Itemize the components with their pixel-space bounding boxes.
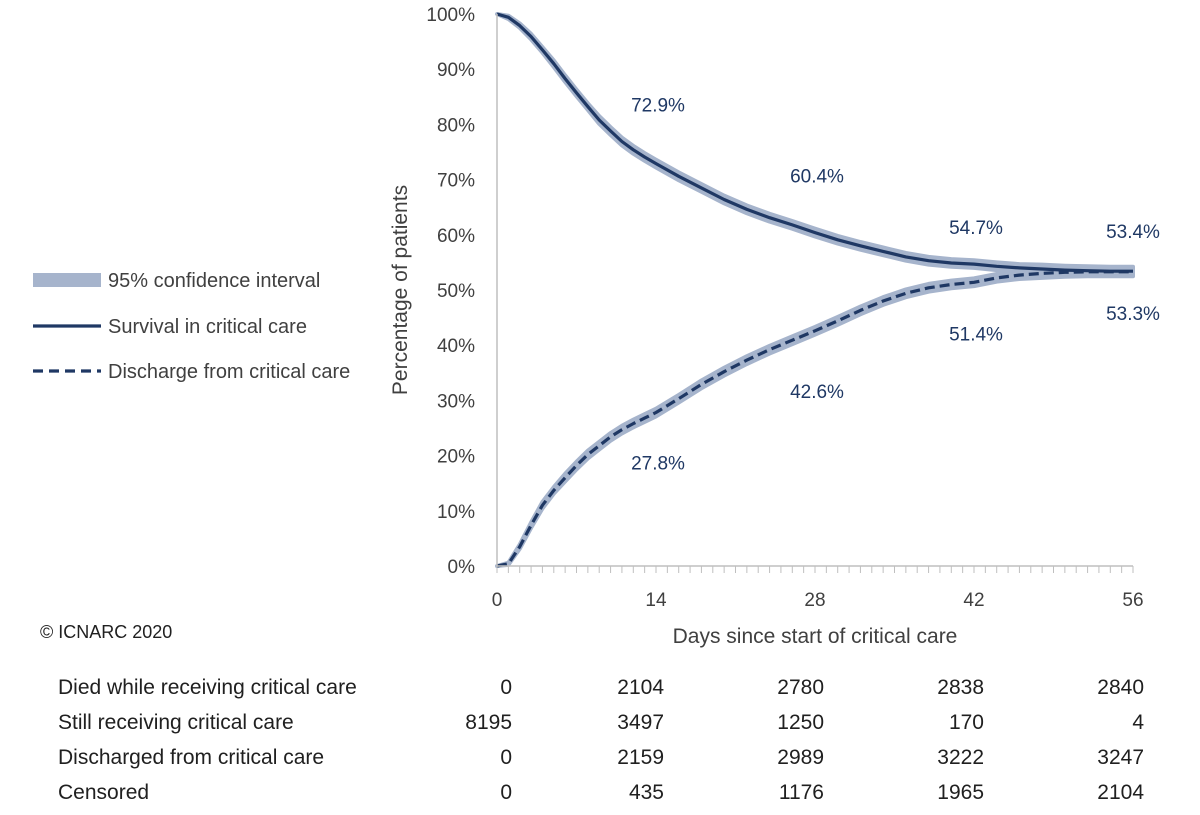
data-label: 72.9% xyxy=(631,96,685,117)
risk-cell: 2104 xyxy=(1097,780,1144,804)
data-label: 53.3% xyxy=(1106,304,1160,325)
data-label: 53.4% xyxy=(1106,222,1160,243)
x-tick-label: 56 xyxy=(1122,590,1143,611)
tick-labels: 0% 10% 20% 30% 40% 50% 60% 70% 80% 90% 100% 0 14 28 42… xyxy=(426,5,1143,611)
y-tick-label: 80% xyxy=(437,115,475,136)
legend-label: Discharge from critical care xyxy=(108,361,350,383)
risk-table-row: Died while receiving critical care 0 2104 2… xyxy=(58,670,1144,705)
risk-cell: 435 xyxy=(628,780,664,804)
y-tick-label: 50% xyxy=(437,281,475,302)
series-lines xyxy=(496,12,1133,568)
ci-band-1 xyxy=(495,265,1135,568)
confidence-bands xyxy=(495,12,1135,568)
risk-cell: 2840 xyxy=(1097,675,1144,699)
risk-cell: 3497 xyxy=(617,710,664,734)
y-tick-label: 10% xyxy=(437,502,475,523)
risk-table-row: Still receiving critical care 8195 3497 125… xyxy=(58,705,1144,740)
legend-swatch-band xyxy=(33,273,101,287)
risk-cell: 1250 xyxy=(777,710,824,734)
risk-cell: 2780 xyxy=(777,675,824,699)
risk-cell: 3247 xyxy=(1097,745,1144,769)
y-tick-label: 30% xyxy=(437,391,475,412)
x-tick-label: 42 xyxy=(963,590,984,611)
y-tick-label: 0% xyxy=(448,557,476,578)
y-tick-label: 40% xyxy=(437,336,475,357)
data-label: 42.6% xyxy=(790,382,844,403)
risk-cell: 1176 xyxy=(778,780,824,804)
risk-cell: 4 xyxy=(1132,710,1144,734)
risk-cell: 2989 xyxy=(777,745,824,769)
axes xyxy=(496,14,1134,573)
risk-cell: 0 xyxy=(500,745,512,769)
risk-cell: 2104 xyxy=(617,675,664,699)
y-tick-label: 70% xyxy=(437,171,475,192)
risk-row-label: Censored xyxy=(58,780,150,804)
legend: 95% confidence interval Survival in criti… xyxy=(33,270,350,383)
data-label: 27.8% xyxy=(631,454,685,475)
risk-cell: 1965 xyxy=(937,780,984,804)
data-labels: 72.9% 60.4% 54.7% 53.4% 27.8% 42.6% 51.4% 53.3% xyxy=(631,96,1160,475)
legend-label: 95% confidence interval xyxy=(108,270,320,292)
data-label: 60.4% xyxy=(790,167,844,188)
legend-item: 95% confidence interval xyxy=(33,270,320,292)
data-label: 51.4% xyxy=(949,324,1003,345)
risk-table: Died while receiving critical care 0 2104 2… xyxy=(58,670,1144,810)
risk-table-row: Censored 0 435 1176 1965 2104 xyxy=(58,775,1144,810)
x-tick-label: 0 xyxy=(492,590,503,611)
x-tick-label: 28 xyxy=(804,590,825,611)
risk-cell: 3222 xyxy=(937,745,984,769)
y-tick-label: 90% xyxy=(437,60,475,81)
y-axis-title: Percentage of patients xyxy=(389,185,412,395)
y-tick-label: 100% xyxy=(426,5,475,26)
x-tick-label: 14 xyxy=(645,590,667,611)
copyright: © ICNARC 2020 xyxy=(40,622,173,642)
risk-row-label: Still receiving critical care xyxy=(58,710,294,734)
risk-cell: 2159 xyxy=(617,745,664,769)
ci-band-0 xyxy=(495,12,1135,278)
risk-cell: 0 xyxy=(500,780,512,804)
risk-table-row: Discharged from critical care 0 2159 2989 32… xyxy=(58,740,1144,775)
legend-label: Survival in critical care xyxy=(108,316,307,338)
risk-cell: 0 xyxy=(500,675,512,699)
risk-cell: 170 xyxy=(948,710,984,734)
y-tick-label: 60% xyxy=(437,226,475,247)
series-line-0 xyxy=(496,12,1133,273)
risk-row-label: Died while receiving critical care xyxy=(58,675,357,699)
km-chart: 0% 10% 20% 30% 40% 50% 60% 70% 80% 90% 100% 0 14 28 42… xyxy=(33,5,1160,648)
risk-row-label: Discharged from critical care xyxy=(58,745,325,769)
legend-item: Survival in critical care xyxy=(33,316,307,338)
risk-cell: 8195 xyxy=(465,710,512,734)
y-tick-label: 20% xyxy=(437,447,475,468)
series-line-1 xyxy=(496,270,1133,568)
legend-item: Discharge from critical care xyxy=(33,361,350,383)
risk-cell: 2838 xyxy=(937,675,984,699)
data-label: 54.7% xyxy=(949,218,1003,239)
x-axis-title: Days since start of critical care xyxy=(673,625,958,648)
